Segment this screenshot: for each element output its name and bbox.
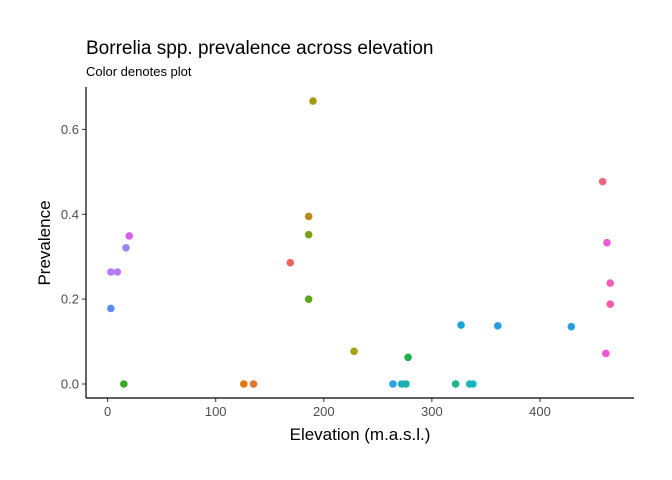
data-point bbox=[107, 268, 115, 276]
x-tick-label: 100 bbox=[205, 404, 227, 419]
data-point bbox=[606, 300, 615, 309]
data-point bbox=[113, 268, 122, 276]
data-point bbox=[598, 177, 607, 186]
data-point bbox=[602, 349, 610, 358]
data-point bbox=[603, 238, 611, 247]
y-axis-title: Prevalence bbox=[35, 200, 54, 285]
x-tick-label: 400 bbox=[529, 404, 551, 419]
data-point bbox=[286, 258, 295, 267]
x-tick-label: 0 bbox=[104, 404, 111, 419]
chart-subtitle: Color denotes plot bbox=[86, 64, 192, 79]
data-point bbox=[304, 230, 313, 239]
y-tick-label: 0.0 bbox=[61, 376, 79, 391]
data-point bbox=[494, 322, 502, 330]
data-point bbox=[402, 380, 410, 388]
data-point bbox=[606, 279, 615, 287]
y-tick-label: 0.4 bbox=[61, 207, 79, 222]
data-point bbox=[120, 380, 128, 388]
data-point bbox=[350, 347, 358, 356]
x-axis-ticks: 0 100 200 300 400 bbox=[104, 398, 551, 419]
data-point bbox=[107, 304, 115, 313]
data-point bbox=[404, 353, 412, 362]
chart-title: Borrelia spp. prevalence across elevatio… bbox=[86, 38, 433, 59]
data-point bbox=[304, 212, 313, 221]
data-point bbox=[304, 295, 313, 303]
data-point bbox=[125, 232, 134, 240]
data-points bbox=[107, 97, 615, 388]
x-axis-title: Elevation (m.a.s.l.) bbox=[290, 425, 431, 444]
y-tick-label: 0.2 bbox=[61, 292, 79, 307]
data-point bbox=[249, 380, 258, 388]
data-point bbox=[309, 97, 317, 105]
data-point bbox=[457, 321, 465, 329]
data-point bbox=[451, 380, 460, 388]
y-axis-ticks: 0.0 0.2 0.4 0.6 bbox=[61, 122, 86, 391]
data-point bbox=[469, 380, 477, 388]
x-tick-label: 300 bbox=[421, 404, 443, 419]
data-point bbox=[122, 244, 130, 252]
data-point bbox=[389, 380, 397, 388]
data-point bbox=[567, 322, 576, 331]
y-tick-label: 0.6 bbox=[61, 122, 79, 137]
data-point bbox=[240, 380, 248, 388]
x-tick-label: 200 bbox=[313, 404, 335, 419]
